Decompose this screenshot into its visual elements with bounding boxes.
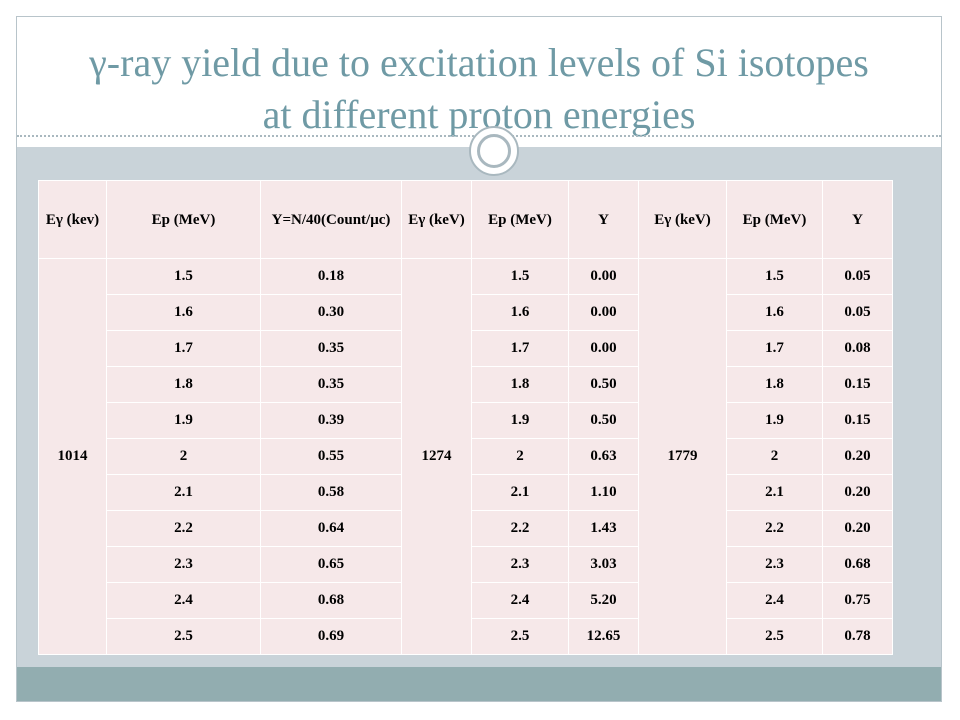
table-body: 1014 1.5 0.18 1274 1.5 0.00 1779 1.5 0.05 1.6 0.30… [38, 258, 893, 655]
ep-cell: 1.9 [726, 402, 823, 439]
yield-cell: 0.65 [260, 546, 402, 583]
ep-cell: 2.4 [471, 582, 569, 619]
yield-cell: 0.05 [822, 294, 893, 331]
header-cell: Y [568, 180, 639, 259]
yield-cell: 5.20 [568, 582, 639, 619]
table-row: 2.4 0.68 2.4 5.20 2.4 0.75 [39, 582, 893, 619]
decorative-circle-icon [469, 126, 519, 176]
ep-cell: 1.5 [726, 258, 823, 295]
yield-cell: 0.30 [260, 294, 402, 331]
table-header-row: Eγ (kev) Ep (MeV) Y=N/40(Count/μc) Eγ (k… [38, 180, 893, 259]
ep-cell: 2 [106, 438, 261, 475]
title-area: γ-ray yield due to excitation levels of … [17, 17, 941, 137]
ep-cell: 1.6 [106, 294, 261, 331]
yield-cell: 0.78 [822, 618, 893, 655]
header-cell: Y [822, 180, 893, 259]
ep-cell: 1.9 [471, 402, 569, 439]
ep-cell: 1.8 [726, 366, 823, 403]
header-cell: Ep (MeV) [106, 180, 261, 259]
header-cell: Ep (MeV) [471, 180, 569, 259]
yield-cell: 0.39 [260, 402, 402, 439]
ep-cell: 2.1 [471, 474, 569, 511]
table-row: 1.6 0.30 1.6 0.00 1.6 0.05 [39, 294, 893, 331]
egamma-cell: 1274 [401, 258, 472, 655]
ep-cell: 2.2 [106, 510, 261, 547]
yield-cell: 3.03 [568, 546, 639, 583]
yield-cell: 0.69 [260, 618, 402, 655]
ep-cell: 2.5 [106, 618, 261, 655]
yield-cell: 12.65 [568, 618, 639, 655]
ep-cell: 1.8 [106, 366, 261, 403]
yield-cell: 0.20 [822, 474, 893, 511]
ep-cell: 1.7 [106, 330, 261, 367]
ep-cell: 2.3 [106, 546, 261, 583]
table-row: 2.1 0.58 2.1 1.10 2.1 0.20 [39, 474, 893, 511]
ep-cell: 2.5 [471, 618, 569, 655]
yield-cell: 0.63 [568, 438, 639, 475]
yield-cell: 0.20 [822, 510, 893, 547]
ep-cell: 1.7 [726, 330, 823, 367]
ep-cell: 2.2 [726, 510, 823, 547]
yield-cell: 0.05 [822, 258, 893, 295]
header-cell: Eγ (kev) [38, 180, 107, 259]
ep-cell: 2.4 [726, 582, 823, 619]
egamma-cell: 1779 [638, 258, 727, 655]
table-row: 2 0.55 2 0.63 2 0.20 [39, 438, 893, 475]
table-row: 1.9 0.39 1.9 0.50 1.9 0.15 [39, 402, 893, 439]
ep-cell: 2.3 [726, 546, 823, 583]
yield-cell: 0.08 [822, 330, 893, 367]
ep-cell: 2.4 [106, 582, 261, 619]
ep-cell: 1.7 [471, 330, 569, 367]
ep-cell: 1.6 [726, 294, 823, 331]
yield-cell: 0.35 [260, 330, 402, 367]
slide-title: γ-ray yield due to excitation levels of … [17, 37, 941, 141]
header-cell: Ep (MeV) [726, 180, 823, 259]
egamma-cell: 1014 [38, 258, 107, 655]
yield-cell: 0.35 [260, 366, 402, 403]
header-cell: Y=N/40(Count/μc) [260, 180, 402, 259]
yield-cell: 1.10 [568, 474, 639, 511]
ep-cell: 1.6 [471, 294, 569, 331]
yield-cell: 0.55 [260, 438, 402, 475]
ep-cell: 1.9 [106, 402, 261, 439]
header-cell: Eγ (keV) [401, 180, 472, 259]
header-cell: Eγ (keV) [638, 180, 727, 259]
slide-title-line-1: γ-ray yield due to excitation levels of … [89, 40, 869, 85]
ep-cell: 1.5 [471, 258, 569, 295]
yield-cell: 0.68 [260, 582, 402, 619]
yield-cell: 0.20 [822, 438, 893, 475]
ep-cell: 2 [471, 438, 569, 475]
ep-cell: 1.5 [106, 258, 261, 295]
yield-cell: 0.15 [822, 366, 893, 403]
ep-cell: 2.1 [726, 474, 823, 511]
ep-cell: 2.2 [471, 510, 569, 547]
ep-cell: 2 [726, 438, 823, 475]
table-row: 2.3 0.65 2.3 3.03 2.3 0.68 [39, 546, 893, 583]
yield-cell: 0.50 [568, 366, 639, 403]
yield-cell: 0.68 [822, 546, 893, 583]
ep-cell: 2.5 [726, 618, 823, 655]
table-row: 2.5 0.69 2.5 12.65 2.5 0.78 [39, 618, 893, 655]
ep-cell: 2.1 [106, 474, 261, 511]
yield-cell: 0.00 [568, 258, 639, 295]
yield-table: Eγ (kev) Ep (MeV) Y=N/40(Count/μc) Eγ (k… [38, 180, 893, 655]
yield-cell: 1.43 [568, 510, 639, 547]
table-row: 1014 1.5 0.18 1274 1.5 0.00 1779 1.5 0.05 [38, 258, 893, 655]
yield-cell: 0.00 [568, 330, 639, 367]
table-row: 2.2 0.64 2.2 1.43 2.2 0.20 [39, 510, 893, 547]
footer-band [17, 667, 941, 701]
ep-cell: 1.8 [471, 366, 569, 403]
yield-cell: 0.58 [260, 474, 402, 511]
yield-cell: 0.00 [568, 294, 639, 331]
yield-cell: 0.64 [260, 510, 402, 547]
yield-cell: 0.75 [822, 582, 893, 619]
ep-cell: 2.3 [471, 546, 569, 583]
table-row: 1.8 0.35 1.8 0.50 1.8 0.15 [39, 366, 893, 403]
yield-cell: 0.15 [822, 402, 893, 439]
yield-cell: 0.18 [260, 258, 402, 295]
yield-cell: 0.50 [568, 402, 639, 439]
